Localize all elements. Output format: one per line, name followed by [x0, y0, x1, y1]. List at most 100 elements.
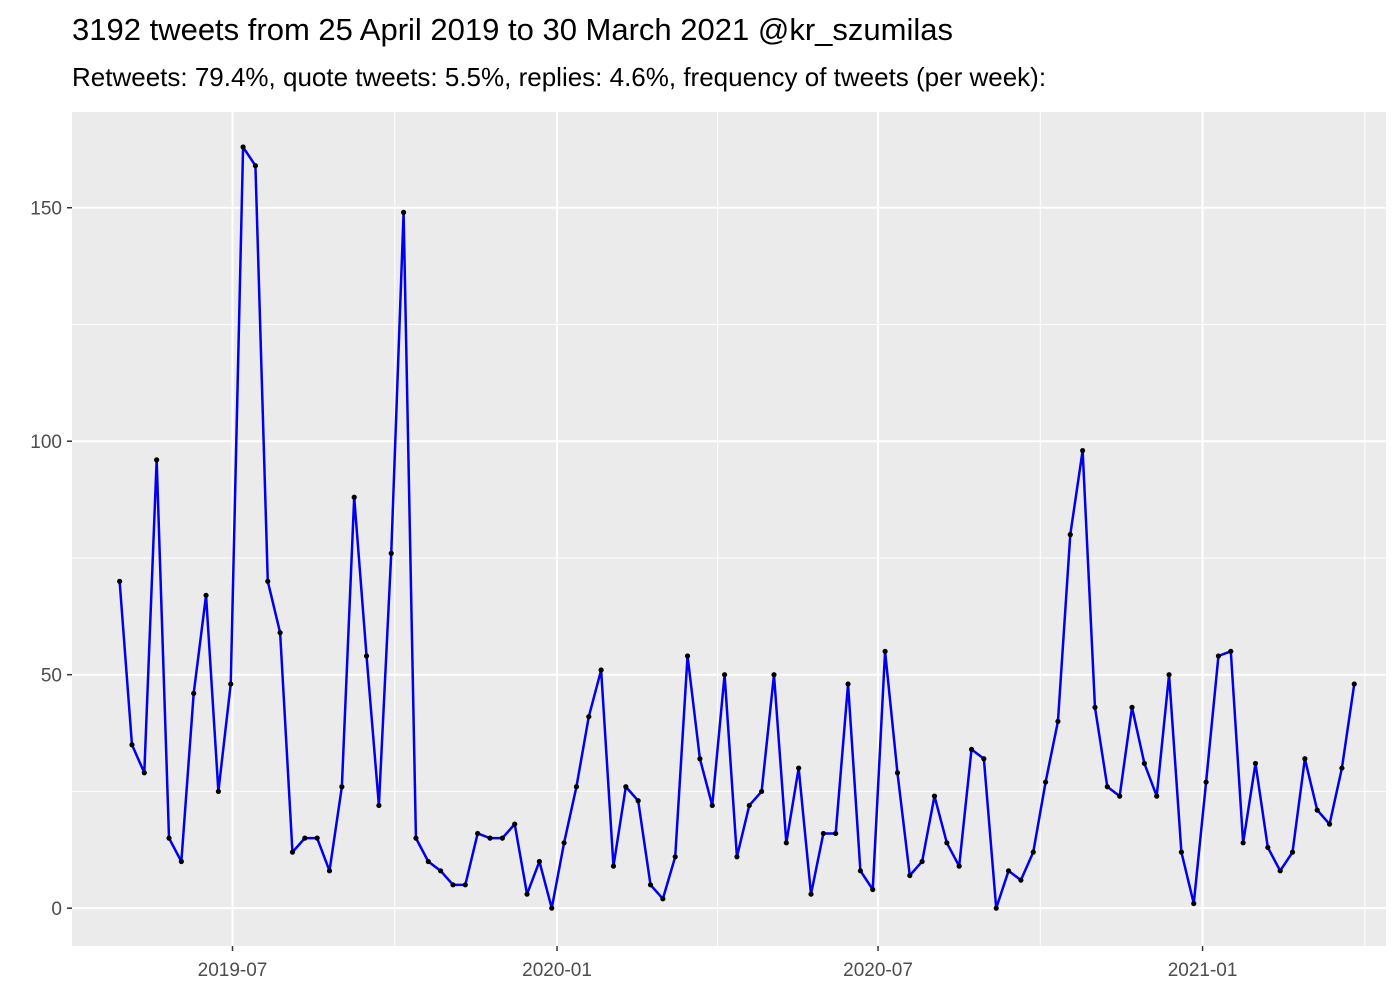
data-point [178, 858, 184, 865]
data-point [882, 648, 888, 654]
data-point [129, 742, 135, 748]
data-point [277, 630, 283, 636]
data-point [1067, 532, 1073, 538]
x-tick-label: 2020-07 [843, 960, 913, 981]
data-point [1042, 779, 1049, 785]
data-point [1351, 681, 1357, 687]
data-point [326, 868, 333, 874]
data-point [499, 835, 505, 841]
data-point [1289, 849, 1296, 855]
data-point [240, 144, 246, 150]
data-point [734, 854, 740, 860]
data-point [475, 830, 481, 837]
data-point [931, 793, 938, 799]
data-point [203, 592, 209, 598]
x-tick-label: 2021-01 [1168, 960, 1238, 981]
data-point [1191, 900, 1197, 907]
data-point [487, 835, 493, 841]
data-point [660, 896, 666, 902]
data-point [1228, 648, 1234, 654]
data-points [117, 144, 1357, 911]
data-point [1092, 704, 1098, 710]
data-point [647, 882, 654, 888]
data-point [252, 163, 259, 169]
data-point [783, 840, 789, 846]
data-point [376, 802, 382, 809]
y-tick-label: 150 [30, 199, 62, 220]
data-point [870, 886, 876, 893]
y-tick-label: 100 [30, 432, 62, 453]
data-point [314, 835, 320, 841]
data-point [1104, 784, 1110, 790]
data-point [1129, 704, 1135, 710]
data-point [709, 802, 715, 809]
data-point [820, 830, 826, 837]
data-point [1154, 793, 1160, 799]
data-point [759, 788, 765, 795]
data-point [573, 784, 580, 790]
data-point [1005, 868, 1012, 874]
tick-labels: 0 50 100 150 2019-07 2020-01 2020-07 2021-01 [30, 199, 1237, 981]
data-point [635, 798, 641, 804]
data-point [524, 891, 530, 897]
data-point [351, 494, 357, 500]
data-point [586, 714, 592, 720]
data-point [907, 872, 913, 879]
axis-ticks [67, 206, 1204, 951]
data-point [166, 835, 172, 841]
data-point [1117, 793, 1123, 799]
data-point [1030, 849, 1036, 855]
data-point [610, 863, 617, 869]
minor-gridlines [72, 112, 1386, 946]
data-point [1215, 653, 1222, 659]
data-point [462, 882, 468, 888]
data-point [228, 681, 234, 687]
data-point [1339, 765, 1345, 771]
data-point [796, 765, 802, 771]
data-point [1055, 718, 1061, 724]
data-point [265, 578, 271, 584]
data-point [1252, 760, 1259, 767]
data-point [450, 882, 456, 888]
data-point [561, 840, 567, 846]
plot-panel [72, 112, 1386, 946]
data-point [549, 905, 555, 911]
data-point [598, 667, 604, 673]
data-point [1203, 779, 1209, 785]
data-point [1018, 877, 1024, 883]
data-point [697, 756, 703, 762]
x-tick-label: 2019-07 [198, 960, 268, 981]
data-point [623, 784, 629, 790]
data-point [512, 821, 518, 827]
data-point [721, 672, 728, 678]
data-point [1277, 868, 1283, 874]
data-point [919, 858, 925, 865]
data-point [1080, 447, 1086, 454]
data-point [993, 905, 999, 911]
data-point [684, 653, 691, 659]
data-point [438, 868, 444, 874]
chart-subtitle: Retweets: 79.4%, quote tweets: 5.5%, rep… [72, 62, 1047, 92]
data-point [808, 891, 814, 897]
data-point [289, 849, 296, 855]
data-point [894, 770, 901, 776]
data-point [857, 868, 864, 874]
data-point [388, 550, 394, 556]
data-point [1178, 849, 1185, 855]
data-point [117, 578, 123, 584]
data-point [1240, 840, 1246, 846]
y-tick-label: 50 [41, 666, 62, 687]
chart-title: 3192 tweets from 25 April 2019 to 30 Mar… [72, 12, 953, 47]
data-point [536, 858, 542, 865]
data-point [425, 858, 431, 865]
data-point [1166, 672, 1172, 678]
data-point [339, 784, 345, 790]
data-point [771, 672, 777, 678]
data-point [845, 681, 851, 687]
data-point [1302, 756, 1308, 762]
data-point [141, 770, 147, 776]
data-point [833, 830, 839, 837]
data-point [154, 457, 160, 463]
data-point [1326, 821, 1333, 827]
x-tick-label: 2020-01 [522, 960, 592, 981]
